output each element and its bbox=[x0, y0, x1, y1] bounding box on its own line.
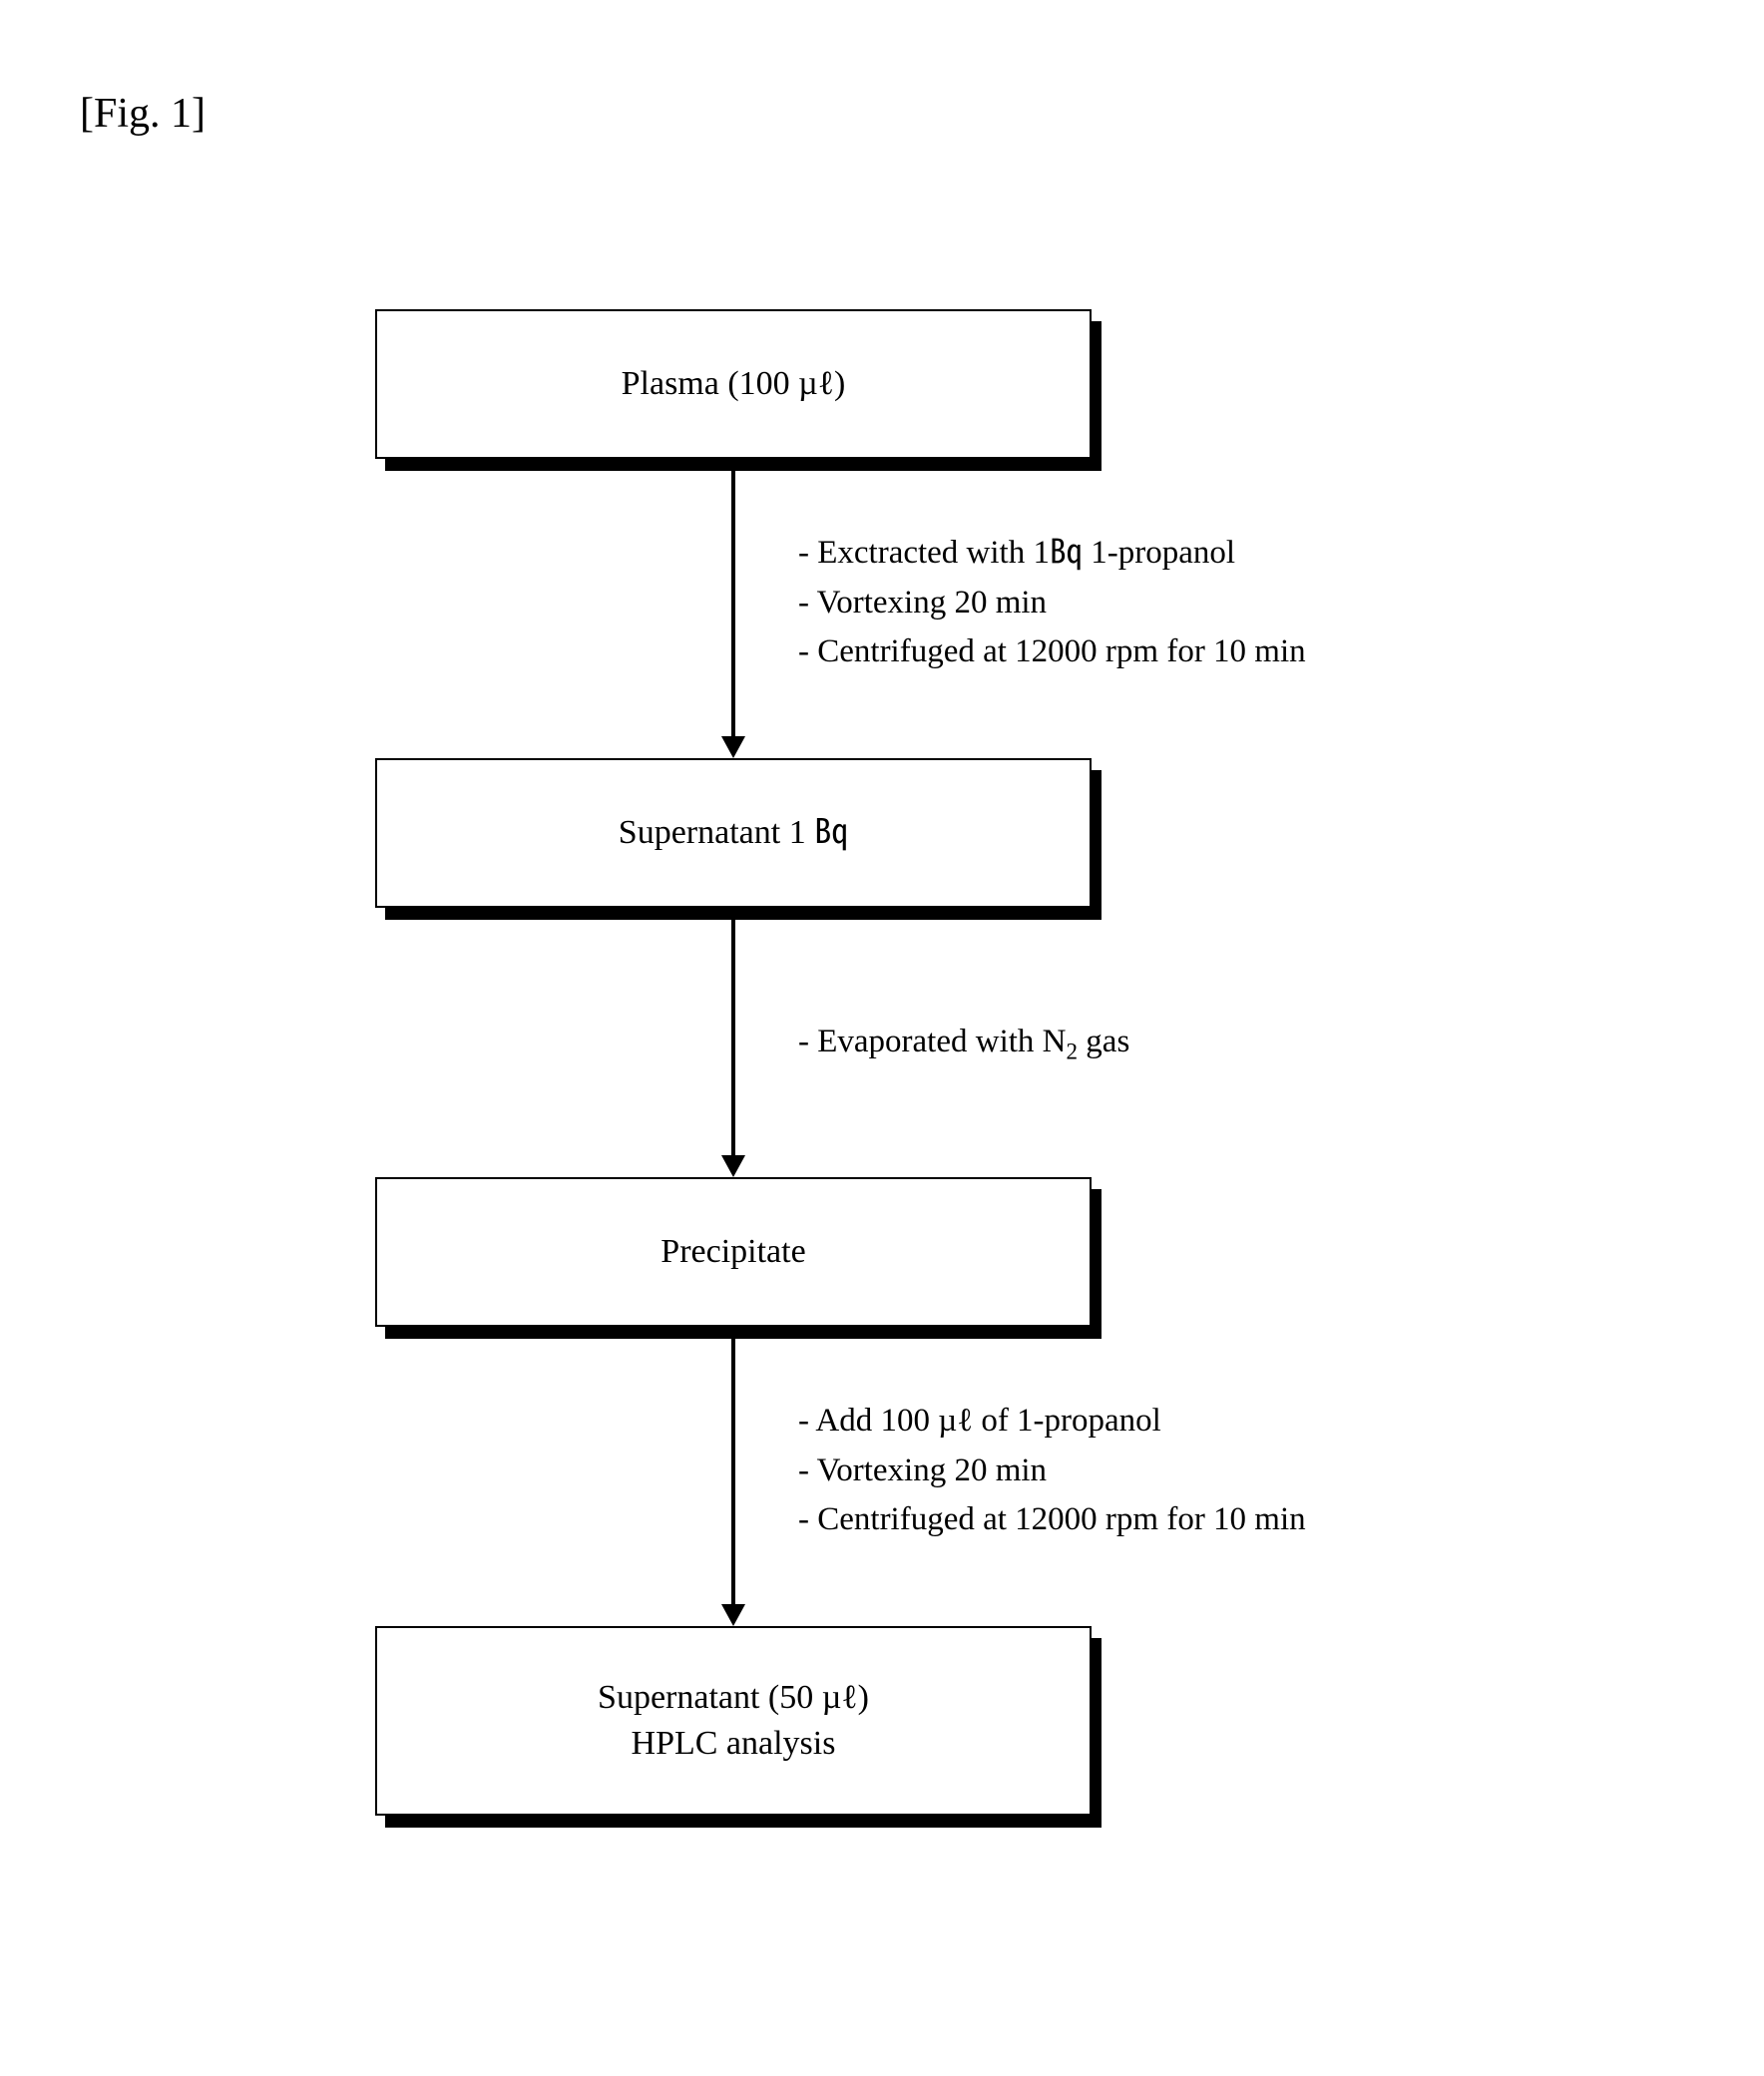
node-box: Plasma (100 µℓ) bbox=[375, 309, 1092, 459]
figure-label: [Fig. 1] bbox=[80, 90, 206, 138]
annotation-line: - Exctracted with 1㏃ 1-propanol bbox=[798, 529, 1306, 579]
arrow-shaft bbox=[731, 920, 735, 1155]
node-supernatant2: Supernatant (50 µℓ)HPLC analysis bbox=[375, 1626, 1092, 1816]
node-text: Supernatant 1 ㏃ bbox=[619, 810, 848, 856]
annotation-line: - Vortexing 20 min bbox=[798, 579, 1306, 628]
page: [Fig. 1] Plasma (100 µℓ) Supernatant 1 ㏃ P… bbox=[0, 0, 1764, 2076]
arrow-shaft bbox=[731, 1339, 735, 1604]
annotation-line: - Vortexing 20 min bbox=[798, 1447, 1306, 1496]
annotation-annot2: - Evaporated with N2 gas bbox=[798, 1018, 1129, 1068]
annotation-line: - Centrifuged at 12000 rpm for 10 min bbox=[798, 627, 1306, 677]
annotation-line: - Add 100 µℓ of 1-propanol bbox=[798, 1397, 1306, 1447]
arrow-head-icon bbox=[721, 1155, 745, 1177]
node-box: Supernatant (50 µℓ)HPLC analysis bbox=[375, 1626, 1092, 1816]
node-text: HPLC analysis bbox=[632, 1721, 836, 1767]
arrow-head-icon bbox=[721, 1604, 745, 1626]
arrow-head-icon bbox=[721, 736, 745, 758]
annotation-line: - Centrifuged at 12000 rpm for 10 min bbox=[798, 1495, 1306, 1545]
annotation-line: - Evaporated with N2 gas bbox=[798, 1018, 1129, 1068]
node-text: Plasma (100 µℓ) bbox=[622, 361, 846, 407]
annotation-annot3: - Add 100 µℓ of 1-propanol- Vortexing 20… bbox=[798, 1397, 1306, 1545]
node-plasma: Plasma (100 µℓ) bbox=[375, 309, 1092, 459]
node-text: Supernatant (50 µℓ) bbox=[598, 1675, 869, 1721]
arrow-shaft bbox=[731, 471, 735, 736]
node-text: Precipitate bbox=[661, 1229, 805, 1275]
node-box: Precipitate bbox=[375, 1177, 1092, 1327]
node-supernatant1: Supernatant 1 ㏃ bbox=[375, 758, 1092, 908]
annotation-annot1: - Exctracted with 1㏃ 1-propanol- Vortexi… bbox=[798, 529, 1306, 677]
node-precipitate: Precipitate bbox=[375, 1177, 1092, 1327]
node-box: Supernatant 1 ㏃ bbox=[375, 758, 1092, 908]
